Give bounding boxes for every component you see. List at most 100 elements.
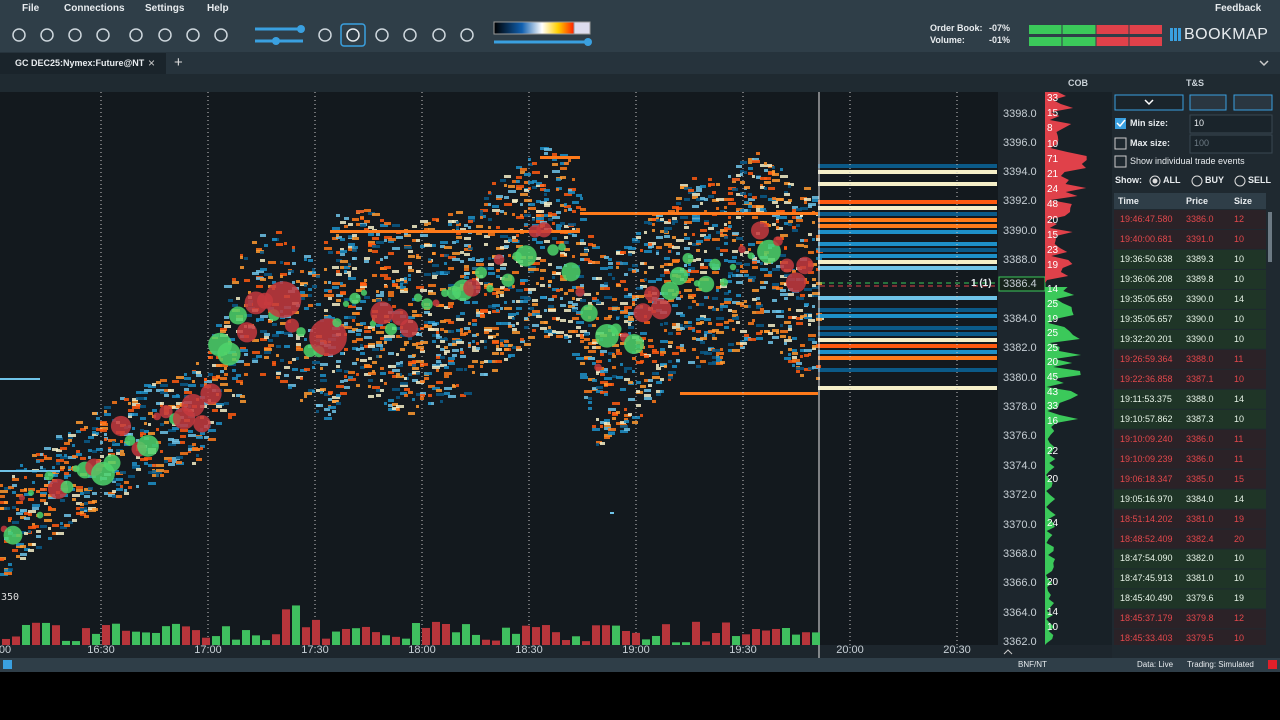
toolbar-icon[interactable]	[432, 28, 446, 42]
heat-cell	[592, 299, 599, 302]
ts-button[interactable]	[1114, 94, 1184, 111]
heat-cell	[552, 158, 557, 161]
filter-option[interactable]: ALL	[1163, 175, 1181, 185]
toolbar-icon[interactable]	[375, 28, 389, 42]
heat-cell	[488, 218, 492, 221]
time-label: 17:30	[301, 644, 329, 656]
heat-cell	[492, 352, 499, 355]
trade-bubble	[697, 275, 715, 293]
toolbar-icon[interactable]	[158, 28, 172, 42]
cob-sell-size: 71	[1047, 153, 1059, 165]
heat-cell	[580, 208, 586, 211]
heat-cell	[452, 220, 458, 223]
toolbar-icon[interactable]	[12, 28, 26, 42]
toolbar-icon[interactable]	[68, 28, 82, 42]
heat-cell	[228, 413, 236, 416]
tab-label[interactable]: GC DEC25:Nymex:Future@NT	[15, 58, 145, 68]
heat-cell	[772, 310, 779, 313]
heat-cell	[64, 442, 70, 445]
heat-cell	[524, 297, 531, 300]
menu-item[interactable]: Settings	[145, 3, 185, 14]
heat-cell	[376, 261, 380, 264]
heat-cell	[436, 381, 443, 384]
heat-cell	[400, 392, 407, 395]
heat-cell	[208, 438, 216, 441]
heat-cell	[644, 250, 652, 253]
toolbar-icon[interactable]	[318, 28, 332, 42]
volume-bar	[232, 639, 240, 645]
heat-cell	[700, 317, 704, 320]
toolbar-icon[interactable]	[186, 28, 200, 42]
toolbar-icon[interactable]	[40, 28, 54, 42]
trade-bubble	[60, 480, 74, 494]
heat-cell	[632, 370, 635, 373]
filter-option[interactable]: BUY	[1205, 175, 1225, 185]
volume-bar	[202, 637, 210, 645]
heat-cell	[352, 218, 359, 221]
tab-close[interactable]: ×	[148, 56, 156, 70]
heat-cell	[416, 342, 423, 345]
heat-cell	[752, 266, 758, 269]
volume-bar	[492, 640, 500, 645]
heat-cell	[356, 384, 360, 387]
volume-bar	[612, 625, 620, 645]
toolbar-icon[interactable]	[214, 28, 228, 42]
heat-cell	[360, 285, 367, 288]
toolbar-icon[interactable]	[96, 28, 110, 42]
heat-cell	[116, 478, 123, 481]
heat-cell	[724, 242, 728, 245]
trade-cell: 10	[1234, 553, 1245, 564]
menu-item[interactable]: Connections	[64, 3, 125, 14]
toolbar-icon[interactable]	[460, 28, 474, 42]
trade-cell: 3382.0	[1186, 553, 1214, 564]
heat-cell	[672, 236, 676, 239]
liquidity-line	[0, 470, 60, 472]
heat-cell	[612, 344, 619, 347]
heat-cell	[788, 185, 791, 188]
heat-cell	[0, 495, 5, 498]
feedback-link[interactable]: Feedback	[1215, 3, 1262, 14]
price-label: 3394.0	[1003, 166, 1037, 178]
ts-button[interactable]	[1233, 94, 1273, 111]
max-size-input-value[interactable]: 100	[1194, 138, 1210, 148]
toolbar-icon[interactable]	[129, 28, 143, 42]
heat-cell	[240, 400, 246, 403]
trade-bubble	[360, 289, 368, 296]
heat-cell	[656, 393, 661, 396]
heat-cell	[344, 370, 349, 373]
min-size-input-value[interactable]: 10	[1194, 118, 1205, 128]
heat-cell	[628, 318, 634, 321]
heat-cell	[692, 215, 700, 218]
heat-cell	[128, 402, 131, 405]
heat-cell	[368, 212, 375, 215]
menu-item[interactable]: Help	[207, 3, 229, 14]
heat-cell	[520, 300, 528, 303]
new-tab[interactable]: +	[174, 54, 183, 71]
trade-bubble	[370, 301, 394, 325]
heat-cell	[652, 372, 659, 375]
ts-button[interactable]	[1189, 94, 1227, 111]
heat-cell	[652, 300, 656, 303]
heat-cell	[484, 203, 488, 206]
heat-cell	[604, 393, 608, 396]
heat-cell	[448, 223, 452, 226]
heat-cell	[512, 239, 518, 242]
heat-cell	[36, 530, 41, 533]
heat-cell	[492, 304, 500, 307]
heat-cell	[556, 317, 560, 320]
heat-cell	[260, 259, 265, 262]
heat-cell	[600, 442, 605, 445]
heat-cell	[300, 399, 303, 402]
heat-cell	[516, 300, 523, 303]
table-header	[1114, 193, 1266, 209]
heat-cell	[704, 220, 709, 223]
heat-cell	[680, 184, 688, 187]
menu-item[interactable]: File	[22, 3, 40, 14]
heat-cell	[764, 262, 768, 265]
heat-cell	[76, 486, 83, 489]
volume-bar	[182, 626, 190, 645]
filter-option[interactable]: SELL	[1248, 175, 1272, 185]
heat-cell	[740, 346, 745, 349]
toolbar-icon[interactable]	[403, 28, 417, 42]
